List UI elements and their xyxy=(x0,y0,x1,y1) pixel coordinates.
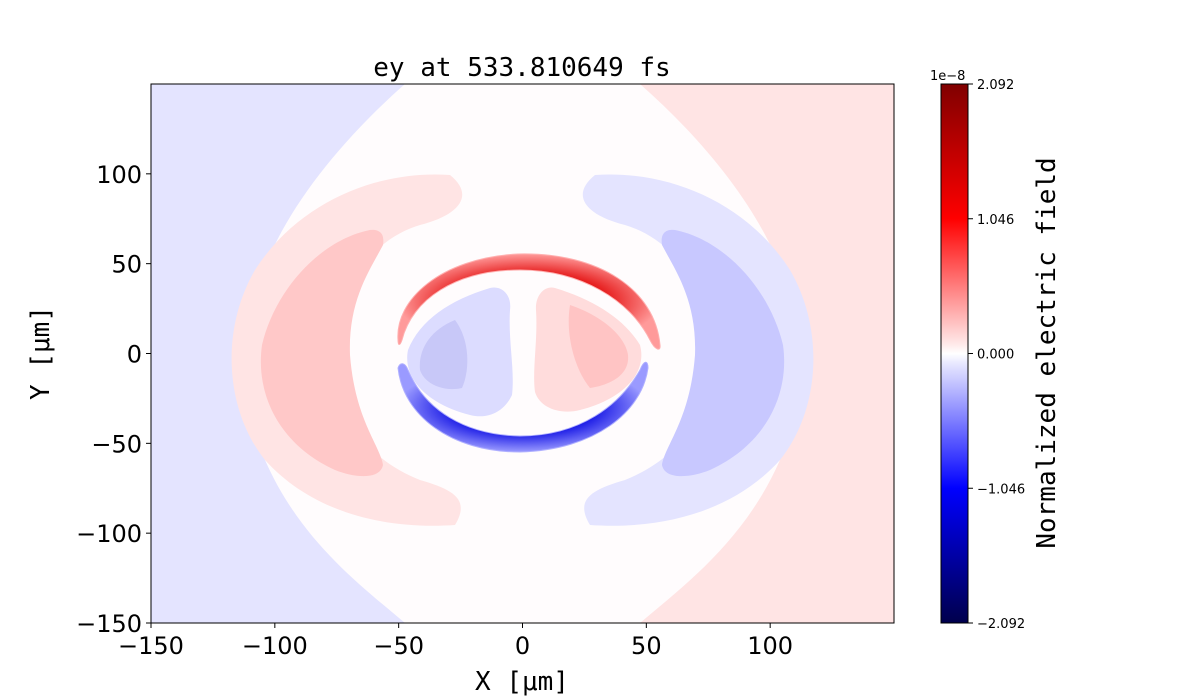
outer-arc-right xyxy=(640,84,894,623)
y-axis-label: Y [μm] xyxy=(26,306,56,400)
colorbar-tick-label: 2.092 xyxy=(977,78,1014,93)
y-axis: −150 −100 −50 0 50 100 xyxy=(76,161,151,638)
colorbar-label: Normalized electric field xyxy=(1032,157,1062,548)
colorbar-tick-label: 1.046 xyxy=(977,213,1014,228)
x-tick-label: −150 xyxy=(118,632,184,660)
colorbar-tick-label: −1.046 xyxy=(977,482,1025,497)
y-tick-label: 100 xyxy=(96,161,142,189)
y-tick-label: −150 xyxy=(76,610,142,638)
colorbar: −2.092 −1.046 0.000 1.046 2.092 1e−8 Normali… xyxy=(930,69,1062,632)
field-contours xyxy=(151,84,894,623)
x-tick-label: −50 xyxy=(373,632,424,660)
x-tick-label: −100 xyxy=(242,632,308,660)
y-tick-label: 50 xyxy=(111,251,142,279)
middle-arc-right-outer xyxy=(582,174,814,526)
plot-area xyxy=(150,83,895,624)
x-axis: −150 −100 −50 0 50 100 xyxy=(118,623,793,660)
y-tick-label: −100 xyxy=(76,520,142,548)
middle-arc-right xyxy=(661,229,785,477)
colorbar-ticks: −2.092 −1.046 0.000 1.046 2.092 xyxy=(968,78,1025,632)
core-right-inner xyxy=(568,305,629,388)
colorbar-tick-label: −2.092 xyxy=(977,617,1025,632)
colorbar-gradient xyxy=(941,84,968,623)
core-left-inner xyxy=(419,320,468,390)
middle-arc-left-outer xyxy=(231,174,463,526)
inner-arc-top xyxy=(397,253,661,350)
x-tick-label: 0 xyxy=(515,632,530,660)
y-tick-label: 0 xyxy=(127,341,142,369)
x-tick-label: 100 xyxy=(747,632,793,660)
middle-arc-left xyxy=(260,229,384,477)
chart-title: ey at 533.810649 fs xyxy=(373,53,670,83)
colorbar-multiplier: 1e−8 xyxy=(930,69,965,84)
colorbar-tick-label: 0.000 xyxy=(977,348,1014,363)
inner-arc-bottom xyxy=(397,361,649,453)
x-tick-label: 50 xyxy=(631,632,662,660)
x-axis-label: X [μm] xyxy=(475,667,569,697)
outer-arc-left xyxy=(151,84,405,623)
y-tick-label: −50 xyxy=(91,430,142,458)
